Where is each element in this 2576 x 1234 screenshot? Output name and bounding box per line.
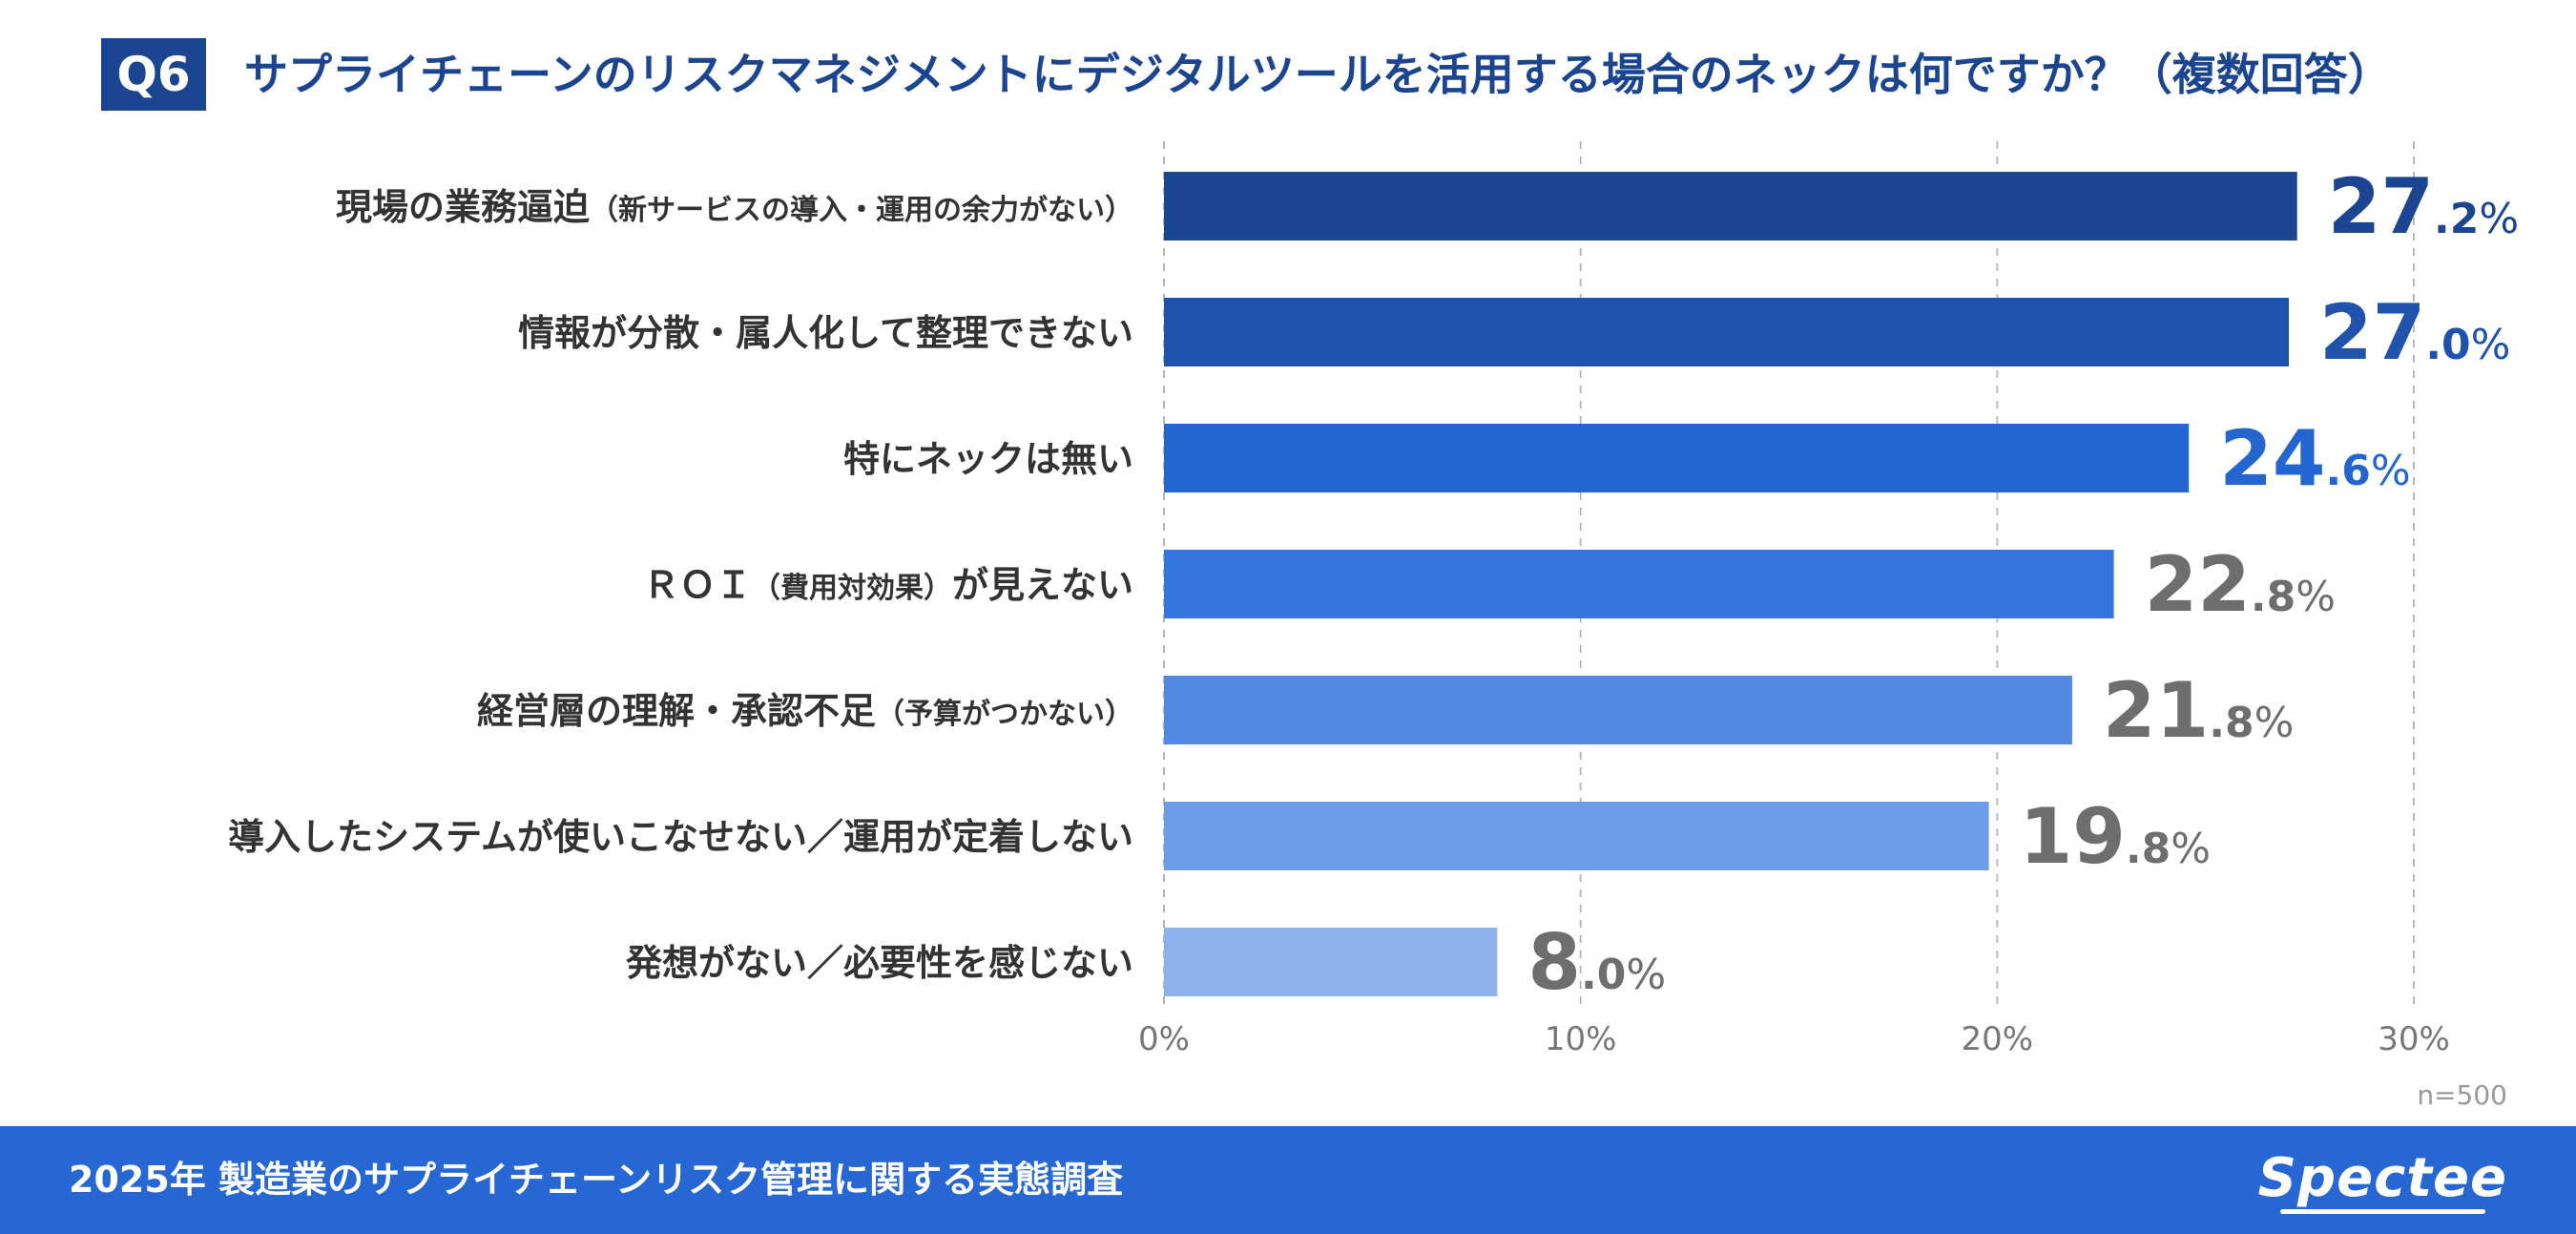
x-tick-label-10: 10% [1545, 1020, 1617, 1058]
brand-name: Spectee [2257, 1146, 2507, 1209]
brand-logo: Spectee [2258, 1143, 2507, 1220]
value-label-7: 8.0% [1527, 918, 1666, 1007]
x-tick-label-30: 30% [2378, 1020, 2450, 1058]
x-tick-label-0: 0% [1138, 1020, 1190, 1058]
sample-size-note: n=500 [2417, 1079, 2507, 1111]
value-label-5: 21.8% [2103, 666, 2294, 755]
category-label-1: 現場の業務逼迫（新サービスの導入・運用の余力がない） [336, 186, 1133, 228]
bar-2 [1164, 298, 2289, 366]
value-label-2: 27.0% [2319, 288, 2510, 377]
x-tick-label-20: 20% [1962, 1020, 2034, 1058]
value-label-1: 27.2% [2328, 162, 2519, 251]
question-number-badge: Q6 [101, 38, 206, 111]
brand-underline [2279, 1208, 2485, 1214]
bar-chart: 現場の業務逼迫（新サービスの導入・運用の余力がない） 27.2% 情報が分散・属人化… [228, 141, 2519, 1111]
value-label-3: 24.6% [2219, 414, 2410, 503]
category-label-5: 経営層の理解・承認不足（予算がつかない） [477, 690, 1133, 732]
bar-5 [1164, 676, 2072, 744]
category-label-7: 発想がない／必要性を感じない [626, 942, 1133, 984]
value-label-4: 22.8% [2145, 540, 2336, 629]
question-title: サプライチェーンのリスクマネジメントにデジタルツールを活用する場合のネックは何で… [244, 49, 2392, 100]
bar-7 [1164, 928, 1498, 996]
bar-3 [1164, 424, 2190, 492]
category-label-4: ＲＯＩ（費用対効果）が見えない [643, 564, 1133, 606]
survey-title: 2025年 製造業のサプライチェーンリスク管理に関する実態調査 [69, 1159, 1124, 1201]
value-label-6: 19.8% [2020, 792, 2211, 881]
header: Q6 サプライチェーンのリスクマネジメントにデジタルツールを活用する場合のネック… [0, 0, 2576, 143]
bar-1 [1164, 172, 2297, 241]
bar-4 [1164, 550, 2114, 618]
category-label-6: 導入したシステムが使いこなせない／運用が定着しない [228, 816, 1133, 858]
category-label-2: 情報が分散・属人化して整理できない [518, 312, 1133, 354]
bar-6 [1164, 802, 1989, 870]
category-label-3: 特にネックは無い [843, 438, 1133, 480]
footer-banner: 2025年 製造業のサプライチェーンリスク管理に関する実態調査 Spectee [0, 1126, 2576, 1234]
